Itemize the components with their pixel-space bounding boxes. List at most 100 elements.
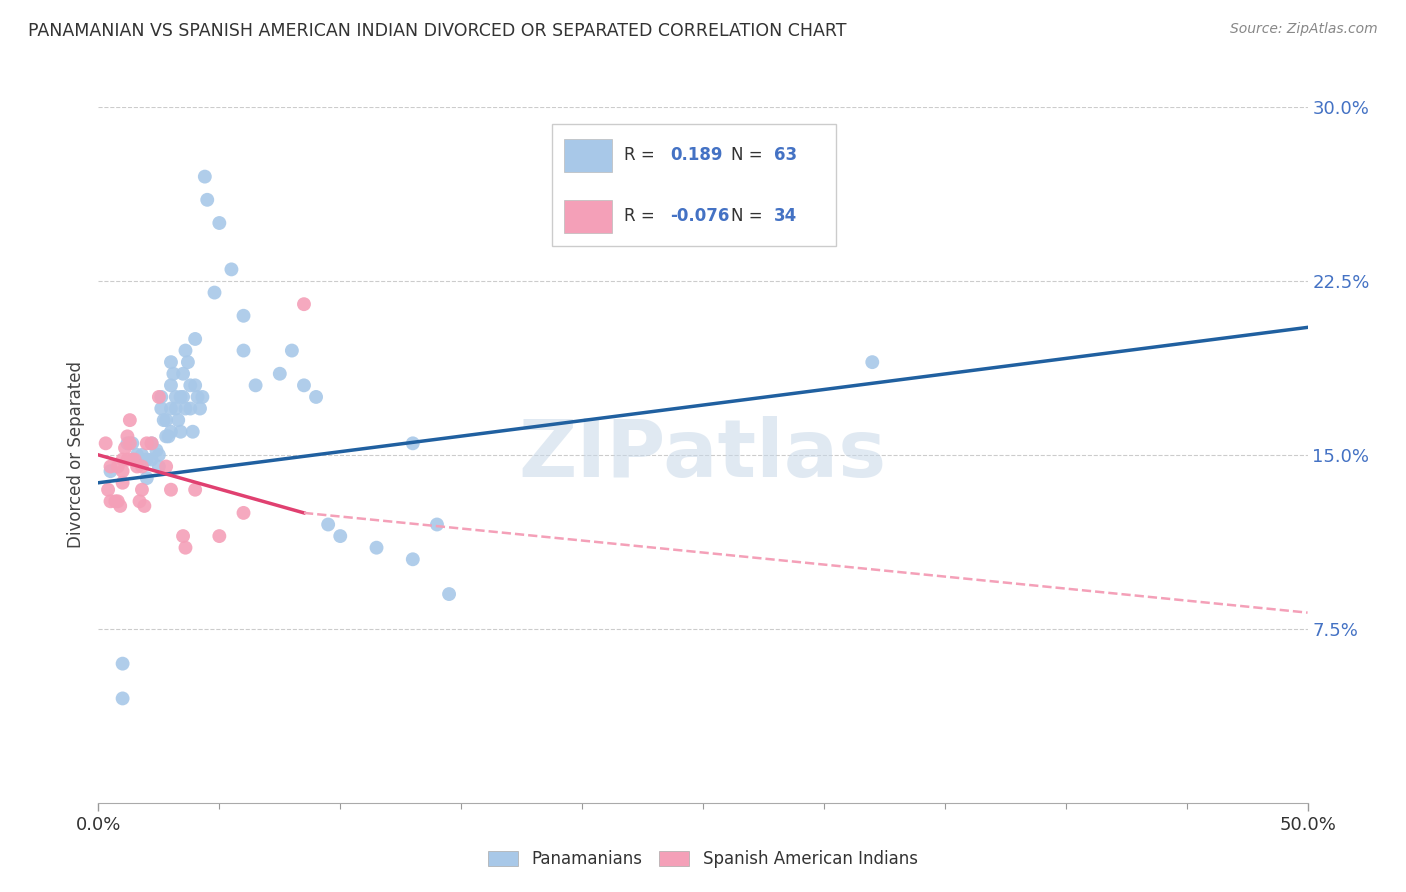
Point: [172, 367, 194, 381]
Y-axis label: Divorced or Separated: Divorced or Separated: [66, 361, 84, 549]
Point: [208, 529, 231, 543]
Point: [155, 413, 177, 427]
Point: [100, 464, 122, 478]
Point: [292, 378, 315, 392]
Point: [100, 494, 122, 508]
Point: [117, 452, 139, 467]
Point: [107, 459, 129, 474]
Point: [157, 429, 180, 443]
Point: [165, 401, 187, 416]
Point: [160, 483, 183, 497]
Point: [184, 378, 207, 392]
Point: [124, 452, 146, 467]
Point: [402, 552, 425, 566]
Point: [165, 390, 187, 404]
Point: [167, 413, 190, 427]
Point: [117, 429, 139, 443]
Point: [135, 436, 157, 450]
Point: [111, 657, 134, 671]
Text: 34: 34: [775, 207, 797, 225]
Point: [111, 452, 134, 467]
Point: [187, 390, 209, 404]
Point: [232, 343, 254, 358]
Point: [141, 436, 163, 450]
Point: [437, 587, 460, 601]
Point: [245, 378, 267, 392]
Point: [135, 452, 157, 467]
Text: PANAMANIAN VS SPANISH AMERICAN INDIAN DIVORCED OR SEPARATED CORRELATION CHART: PANAMANIAN VS SPANISH AMERICAN INDIAN DI…: [28, 22, 846, 40]
Point: [141, 452, 163, 467]
Point: [174, 343, 197, 358]
Point: [232, 506, 254, 520]
Point: [366, 541, 388, 555]
Text: Source: ZipAtlas.com: Source: ZipAtlas.com: [1230, 22, 1378, 37]
Point: [97, 483, 120, 497]
Point: [169, 425, 191, 439]
FancyBboxPatch shape: [553, 124, 837, 246]
Point: [329, 529, 352, 543]
Point: [150, 401, 173, 416]
Point: [269, 367, 291, 381]
Point: [131, 483, 153, 497]
Point: [221, 262, 243, 277]
Point: [232, 309, 254, 323]
Point: [141, 436, 163, 450]
Point: [179, 378, 201, 392]
Point: [152, 413, 174, 427]
Point: [111, 691, 134, 706]
Point: [111, 464, 134, 478]
Legend: Panamanians, Spanish American Indians: Panamanians, Spanish American Indians: [482, 843, 924, 874]
Point: [177, 355, 200, 369]
Point: [172, 390, 194, 404]
Point: [292, 297, 315, 311]
Point: [107, 494, 129, 508]
Point: [121, 436, 143, 450]
FancyBboxPatch shape: [564, 200, 613, 233]
Point: [204, 285, 226, 300]
Point: [117, 436, 139, 450]
Point: [426, 517, 449, 532]
Point: [100, 459, 122, 474]
Point: [172, 529, 194, 543]
Point: [174, 541, 197, 555]
Point: [184, 332, 207, 346]
Point: [184, 483, 207, 497]
Point: [191, 390, 214, 404]
Point: [155, 459, 177, 474]
Text: ZIPatlas: ZIPatlas: [519, 416, 887, 494]
Point: [121, 452, 143, 467]
Point: [194, 169, 217, 184]
Point: [104, 494, 127, 508]
Point: [281, 343, 304, 358]
Point: [148, 459, 170, 474]
Point: [188, 401, 211, 416]
Point: [135, 471, 157, 485]
Point: [134, 499, 156, 513]
Point: [195, 193, 218, 207]
Text: 0.189: 0.189: [671, 146, 723, 164]
Point: [162, 367, 184, 381]
Point: [155, 429, 177, 443]
Point: [316, 517, 339, 532]
Point: [160, 355, 183, 369]
Point: [111, 475, 134, 490]
Point: [305, 390, 328, 404]
Point: [169, 390, 191, 404]
Text: R =: R =: [624, 207, 661, 225]
Point: [174, 401, 197, 416]
Point: [160, 401, 183, 416]
Text: N =: N =: [731, 146, 768, 164]
Point: [131, 448, 153, 462]
Text: N =: N =: [731, 207, 768, 225]
Text: -0.076: -0.076: [671, 207, 730, 225]
Point: [118, 413, 141, 427]
Point: [148, 390, 170, 404]
Point: [145, 443, 167, 458]
Point: [127, 459, 149, 474]
Point: [114, 441, 136, 455]
Point: [94, 436, 117, 450]
Text: 63: 63: [775, 146, 797, 164]
Point: [108, 499, 131, 513]
Point: [131, 459, 153, 474]
Point: [160, 425, 183, 439]
